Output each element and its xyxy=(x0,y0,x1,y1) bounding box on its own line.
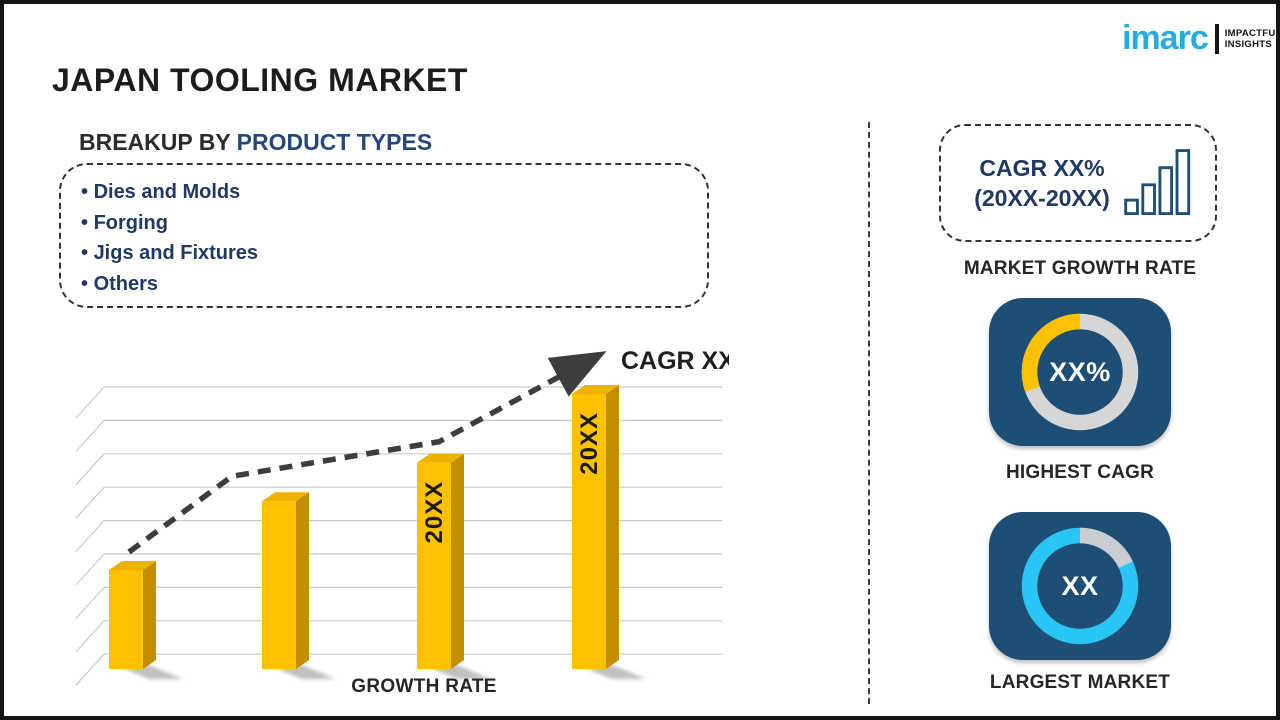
section-divider xyxy=(868,122,870,704)
svg-text:20XX: 20XX xyxy=(421,481,448,544)
list-item: Forging xyxy=(81,208,689,239)
page-title: JAPAN TOOLING MARKET xyxy=(52,62,468,98)
largest-market-donut xyxy=(1021,527,1139,645)
largest-market-caption: LARGEST MARKET xyxy=(989,672,1171,693)
list-item: Dies and Molds xyxy=(81,177,689,208)
highest-cagr-value: XX% xyxy=(1049,356,1111,387)
logo-tagline: IMPACTFUL INSIGHTS xyxy=(1224,28,1280,50)
cagr-card: CAGR XX% (20XX-20XX) xyxy=(939,124,1217,242)
market-growth-rate-caption: MARKET GROWTH RATE xyxy=(963,258,1197,279)
list-item: Others xyxy=(81,269,689,300)
highest-cagr-caption: HIGHEST CAGR xyxy=(1005,462,1155,483)
product-types-list: Dies and Molds Forging Jigs and Fixtures… xyxy=(81,177,689,299)
svg-text:CAGR XX%: CAGR XX% xyxy=(621,347,729,375)
imarc-wordmark: imarc xyxy=(1122,19,1209,57)
product-types-box: Dies and Molds Forging Jigs and Fixtures… xyxy=(59,163,709,308)
largest-market-value: XX xyxy=(1061,570,1099,601)
largest-market-card: XX xyxy=(989,512,1171,660)
growth-bar-chart: 20XX 20XX CAGR XX% xyxy=(69,334,757,694)
highest-cagr-donut xyxy=(1021,313,1139,431)
svg-text:20XX: 20XX xyxy=(576,412,603,475)
imarc-logo: imarc IMPACTFUL INSIGHTS xyxy=(1122,19,1280,57)
list-item: Jigs and Fixtures xyxy=(81,238,689,269)
growth-chart-svg: 20XX 20XX CAGR XX% xyxy=(75,347,757,686)
chart-x-axis-label: GROWTH RATE xyxy=(351,676,497,697)
highest-cagr-card: XX% xyxy=(989,298,1171,446)
breakup-heading: BREAKUP BY PRODUCT TYPES xyxy=(79,129,432,156)
breakup-heading-highlight: PRODUCT TYPES xyxy=(236,129,433,155)
logo-divider-bar xyxy=(1214,24,1219,54)
cagr-card-text: CAGR XX% (20XX-20XX) xyxy=(974,155,1110,211)
breakup-heading-prefix: BREAKUP BY xyxy=(79,129,237,155)
bar-chart-icon xyxy=(1124,149,1191,216)
